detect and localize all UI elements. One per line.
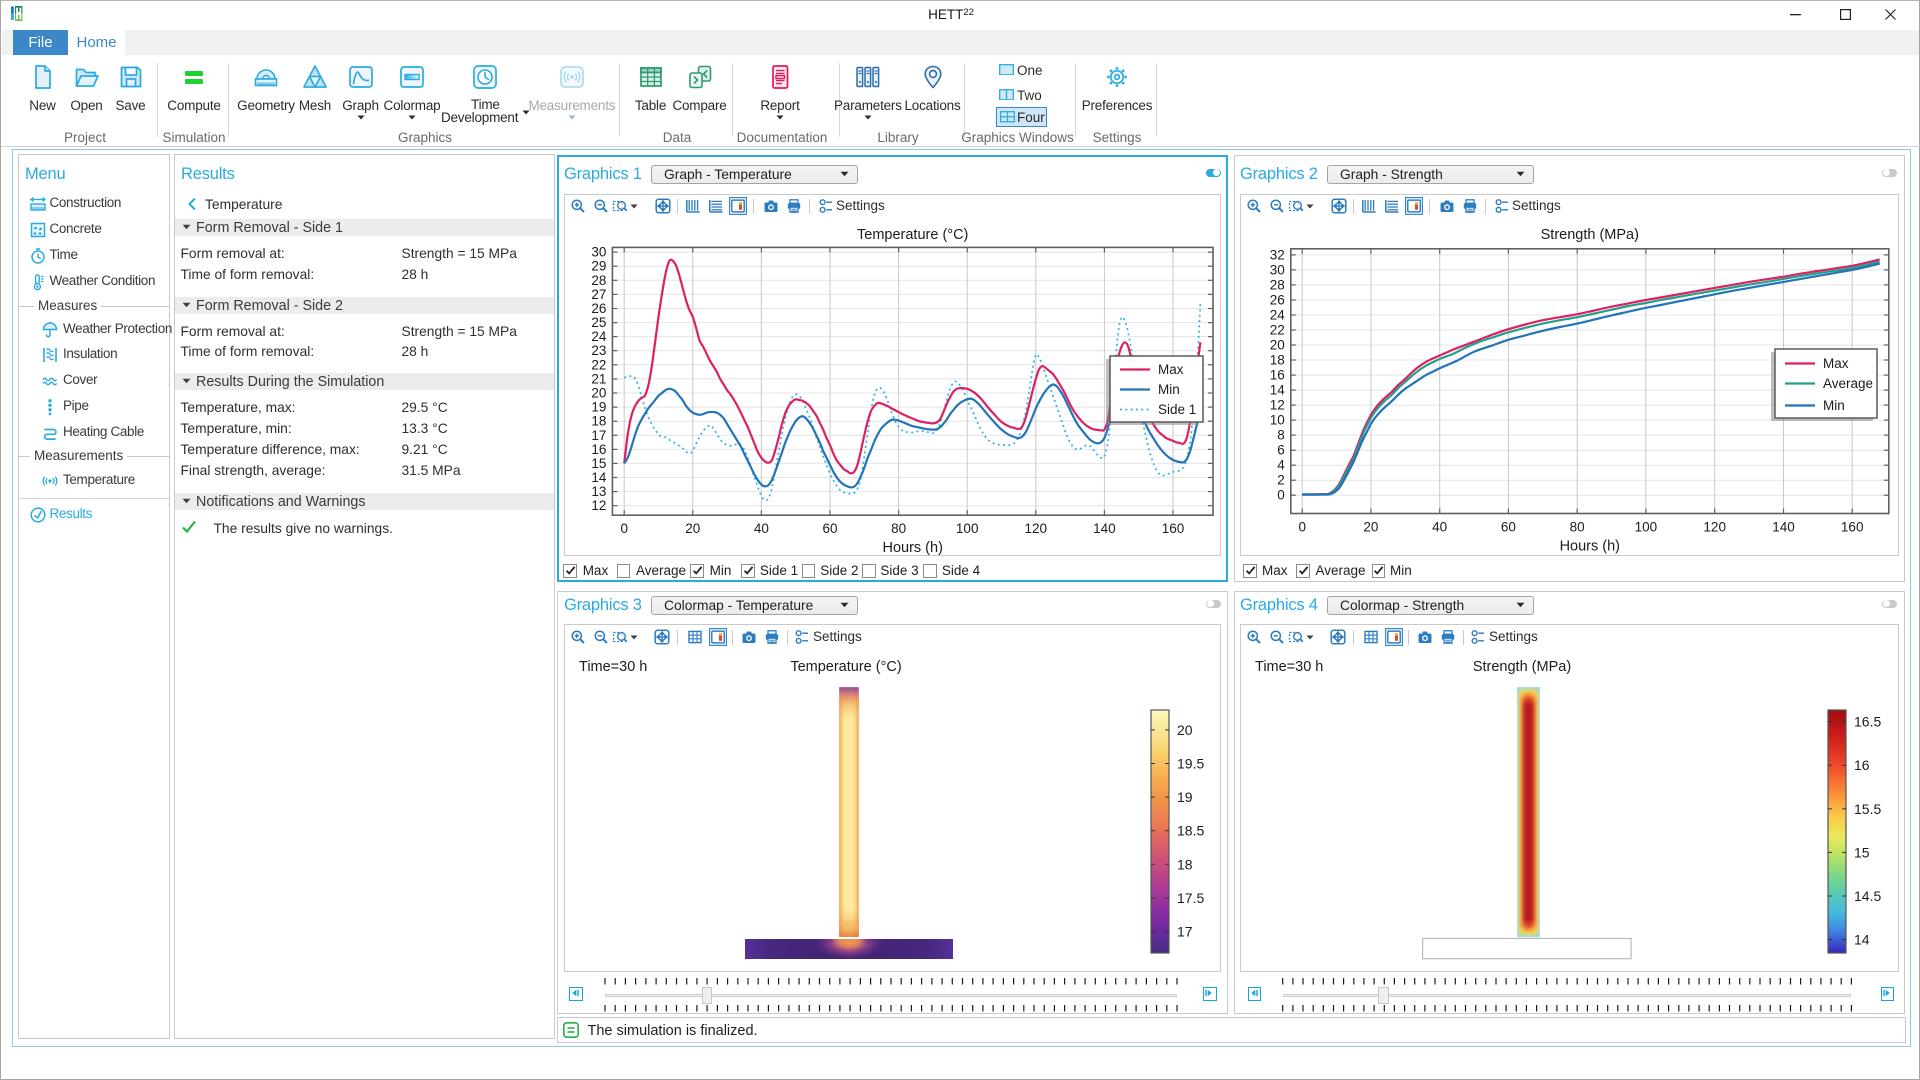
- svg-text:60: 60: [1501, 520, 1516, 535]
- svg-text:6: 6: [1277, 443, 1285, 458]
- svg-text:14.5: 14.5: [1854, 888, 1881, 904]
- svg-text:Max: Max: [1158, 362, 1184, 377]
- svg-text:22: 22: [591, 357, 606, 372]
- svg-text:29: 29: [591, 259, 606, 274]
- svg-text:Max: Max: [1823, 356, 1849, 371]
- svg-text:Min: Min: [1823, 398, 1845, 413]
- svg-text:28: 28: [1270, 277, 1285, 292]
- svg-text:30: 30: [591, 245, 606, 260]
- svg-text:Hours (h): Hours (h): [1560, 539, 1620, 555]
- svg-text:20: 20: [1270, 338, 1285, 353]
- svg-text:18: 18: [591, 414, 606, 429]
- svg-text:40: 40: [1432, 520, 1447, 535]
- svg-text:25: 25: [591, 315, 606, 330]
- svg-text:16.5: 16.5: [1854, 714, 1881, 730]
- svg-text:Temperature (°C): Temperature (°C): [857, 227, 968, 243]
- svg-text:20: 20: [685, 521, 700, 536]
- svg-text:Side 1: Side 1: [1158, 402, 1196, 417]
- svg-text:20: 20: [1363, 520, 1378, 535]
- svg-text:Average: Average: [1823, 376, 1873, 391]
- svg-text:20: 20: [1177, 722, 1193, 738]
- svg-text:120: 120: [1703, 520, 1726, 535]
- svg-text:Strength (MPa): Strength (MPa): [1541, 227, 1639, 243]
- svg-text:24: 24: [591, 329, 607, 344]
- svg-text:Min: Min: [1158, 382, 1180, 397]
- svg-text:Hours (h): Hours (h): [882, 540, 942, 555]
- svg-text:20: 20: [591, 386, 606, 401]
- svg-text:160: 160: [1841, 520, 1864, 535]
- svg-text:4: 4: [1277, 458, 1285, 473]
- svg-text:60: 60: [822, 521, 837, 536]
- svg-text:24: 24: [1270, 308, 1286, 323]
- svg-text:21: 21: [591, 371, 606, 386]
- svg-text:14: 14: [591, 470, 607, 485]
- svg-text:16: 16: [591, 442, 606, 457]
- svg-text:80: 80: [891, 521, 906, 536]
- svg-text:0: 0: [1277, 488, 1285, 503]
- svg-text:32: 32: [1270, 247, 1285, 262]
- svg-text:Strength (MPa): Strength (MPa): [1473, 659, 1571, 675]
- svg-text:16: 16: [1854, 757, 1870, 773]
- svg-text:80: 80: [1570, 520, 1585, 535]
- svg-text:23: 23: [591, 343, 606, 358]
- svg-text:140: 140: [1093, 521, 1116, 536]
- svg-text:15: 15: [1854, 844, 1870, 860]
- svg-text:15: 15: [591, 456, 606, 471]
- svg-text:12: 12: [591, 498, 606, 513]
- svg-text:Time=30 h: Time=30 h: [1255, 659, 1323, 675]
- svg-text:27: 27: [591, 287, 606, 302]
- svg-text:12: 12: [1270, 398, 1285, 413]
- svg-text:17: 17: [591, 428, 606, 443]
- svg-text:30: 30: [1270, 262, 1285, 277]
- svg-text:28: 28: [591, 273, 606, 288]
- svg-text:Time=30 h: Time=30 h: [579, 659, 647, 675]
- svg-text:0: 0: [1298, 520, 1306, 535]
- svg-text:26: 26: [591, 301, 606, 316]
- svg-text:22: 22: [1270, 323, 1285, 338]
- svg-text:16: 16: [1270, 368, 1285, 383]
- svg-text:19.5: 19.5: [1177, 756, 1204, 772]
- svg-text:8: 8: [1277, 428, 1285, 443]
- svg-text:100: 100: [1635, 520, 1658, 535]
- svg-text:2: 2: [1277, 473, 1285, 488]
- svg-text:160: 160: [1162, 521, 1185, 536]
- svg-text:140: 140: [1772, 520, 1795, 535]
- svg-text:26: 26: [1270, 293, 1285, 308]
- svg-text:0: 0: [620, 521, 628, 536]
- svg-text:19: 19: [1177, 789, 1193, 805]
- svg-text:14: 14: [1854, 932, 1870, 948]
- svg-text:40: 40: [754, 521, 769, 536]
- svg-text:19: 19: [591, 400, 606, 415]
- svg-text:18.5: 18.5: [1177, 823, 1204, 839]
- svg-text:120: 120: [1025, 521, 1048, 536]
- svg-text:18: 18: [1270, 353, 1285, 368]
- svg-text:14: 14: [1270, 383, 1286, 398]
- svg-text:100: 100: [956, 521, 979, 536]
- svg-text:17.5: 17.5: [1177, 890, 1204, 906]
- svg-text:17: 17: [1177, 924, 1193, 940]
- svg-text:13: 13: [591, 484, 606, 499]
- svg-text:10: 10: [1270, 413, 1285, 428]
- svg-text:15.5: 15.5: [1854, 801, 1881, 817]
- svg-text:18: 18: [1177, 856, 1193, 872]
- svg-text:Temperature (°C): Temperature (°C): [790, 659, 901, 675]
